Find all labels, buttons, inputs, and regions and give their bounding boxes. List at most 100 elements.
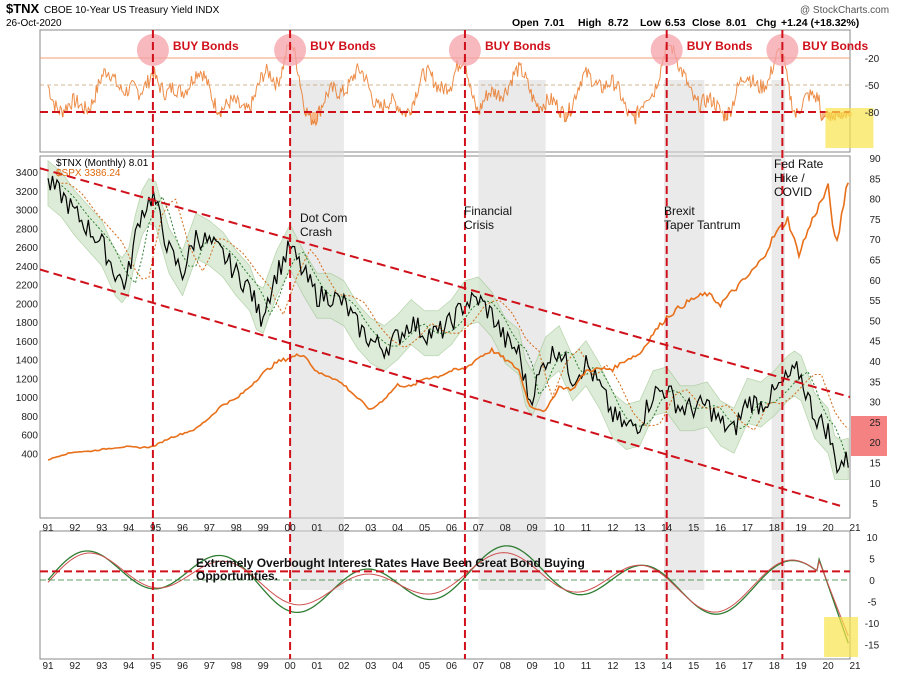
right-y-tick-label: 50 <box>869 316 881 327</box>
right-y-tick-label: 10 <box>869 479 881 490</box>
right-y-tick-label: 30 <box>869 398 881 409</box>
main-x-tick-label: 11 <box>581 523 592 534</box>
right-y-tick-label: 40 <box>869 357 881 368</box>
bollinger-band <box>47 159 849 480</box>
main-x-tick-label: 04 <box>392 523 404 534</box>
bottom-y-tick-label: 10 <box>866 533 878 544</box>
main-x-tick-label: 19 <box>796 523 808 534</box>
main-x-tick-label: 21 <box>849 523 861 534</box>
top-y-tick-label: -50 <box>865 81 880 92</box>
main-x-tick-label: 94 <box>123 523 135 534</box>
left-y-tick-label: 1000 <box>16 393 39 404</box>
bottom-x-tick-label: 08 <box>500 661 512 672</box>
chart-symbol: $TNX <box>6 1 40 16</box>
momentum-line <box>47 545 849 644</box>
bottom-x-tick-label: 96 <box>177 661 189 672</box>
top-oscillator-line <box>47 44 851 127</box>
main-x-tick-label: 98 <box>231 523 243 534</box>
top-y-tick-label: -80 <box>865 108 880 119</box>
high-label: High <box>578 17 601 29</box>
right-y-tick-label: 65 <box>869 256 881 267</box>
main-x-tick-label: 14 <box>661 523 673 534</box>
main-x-tick-label: 08 <box>500 523 512 534</box>
chart-name: CBOE 10-Year US Treasury Yield INDX <box>44 5 220 16</box>
bottom-x-tick-label: 16 <box>715 661 727 672</box>
bottom-y-tick-label: -10 <box>865 619 880 630</box>
event-annotation-text: Fed Rate <box>774 157 824 171</box>
main-x-tick-label: 96 <box>177 523 189 534</box>
channel-upper-line <box>39 167 851 398</box>
high-value: 8.72 <box>608 17 629 29</box>
bottom-x-tick-label: 06 <box>446 661 458 672</box>
axis-ticks: 3400320030002800260024002200200018001600… <box>16 154 881 672</box>
bottom-x-tick-label: 94 <box>123 661 135 672</box>
bottom-x-tick-label: 11 <box>581 661 592 672</box>
left-y-tick-label: 800 <box>21 412 38 423</box>
oversold-fill <box>59 112 852 125</box>
bottom-x-tick-label: 97 <box>204 661 216 672</box>
main-x-tick-label: 05 <box>419 523 431 534</box>
left-y-tick-label: 1600 <box>16 337 39 348</box>
left-y-tick-label: 2200 <box>16 281 39 292</box>
right-y-tick-label: 35 <box>869 377 881 388</box>
target-zone-box <box>851 416 887 456</box>
right-y-tick-label: 20 <box>869 438 881 449</box>
bottom-x-tick-label: 20 <box>823 661 835 672</box>
bottom-caption-line-1: Extremely Overbought Interest Rates Have… <box>196 556 585 570</box>
bottom-caption-line-2: Opportunities. <box>196 569 278 583</box>
spx-price-line <box>47 182 850 461</box>
right-y-tick-label: 45 <box>869 337 881 348</box>
left-y-tick-label: 3200 <box>16 187 39 198</box>
bottom-x-tick-label: 00 <box>285 661 297 672</box>
main-x-tick-label: 17 <box>742 523 754 534</box>
bottom-x-tick-label: 14 <box>661 661 673 672</box>
legend-tnx: $TNX (Monthly) 8.01 <box>56 158 149 169</box>
legend-spx: $SPX 3386.24 <box>56 168 121 179</box>
buy-bonds-label: BUY Bonds <box>802 39 868 53</box>
bottom-y-tick-label: -5 <box>868 598 877 609</box>
bottom-x-tick-label: 17 <box>742 661 754 672</box>
buy-bonds-label: BUY Bonds <box>173 39 239 53</box>
event-annotation-text: Crisis <box>464 218 494 232</box>
right-y-tick-label: 60 <box>869 276 881 287</box>
buy-bonds-label: BUY Bonds <box>310 39 376 53</box>
main-x-tick-label: 02 <box>338 523 350 534</box>
close-label: Close <box>692 17 721 29</box>
event-annotation-text: COVID <box>774 185 812 199</box>
event-annotation-text: Crash <box>300 225 332 239</box>
right-y-tick-label: 15 <box>869 459 881 470</box>
main-x-tick-label: 92 <box>69 523 81 534</box>
right-y-tick-label: 90 <box>869 154 881 165</box>
moving-average-long <box>61 182 849 431</box>
bottom-x-tick-label: 02 <box>338 661 350 672</box>
top-oscillator-panel: BUY Bonds BUY Bonds BUY Bonds BUY Bonds BUY … <box>40 34 880 148</box>
main-panel-frame <box>39 155 851 519</box>
moving-average-short <box>61 185 849 465</box>
event-annotation-text: Hike / <box>774 171 805 185</box>
main-x-tick-label: 06 <box>446 523 458 534</box>
main-x-tick-label: 93 <box>96 523 108 534</box>
bottom-x-tick-label: 13 <box>634 661 646 672</box>
left-y-tick-label: 1200 <box>16 374 39 385</box>
signal-line <box>47 552 849 637</box>
left-y-tick-label: 2600 <box>16 243 39 254</box>
bottom-x-tick-label: 18 <box>769 661 781 672</box>
open-value: 7.01 <box>544 17 565 29</box>
main-x-tick-label: 07 <box>473 523 485 534</box>
bottom-panel-frame <box>39 530 851 660</box>
main-x-tick-label: 18 <box>769 523 781 534</box>
left-y-tick-label: 2000 <box>16 299 39 310</box>
main-x-tick-label: 12 <box>607 523 619 534</box>
bottom-x-tick-label: 93 <box>96 661 108 672</box>
watermark-text: @ StockCharts.com <box>800 5 889 16</box>
bottom-x-tick-label: 21 <box>849 661 861 672</box>
right-y-tick-label: 80 <box>869 195 881 206</box>
main-x-tick-label: 09 <box>527 523 539 534</box>
top-panel-frame <box>39 29 851 153</box>
main-x-tick-label: 16 <box>715 523 727 534</box>
bottom-x-tick-label: 98 <box>231 661 243 672</box>
main-x-tick-label: 20 <box>823 523 835 534</box>
bottom-x-tick-label: 12 <box>607 661 619 672</box>
bottom-y-tick-label: -15 <box>865 641 880 652</box>
